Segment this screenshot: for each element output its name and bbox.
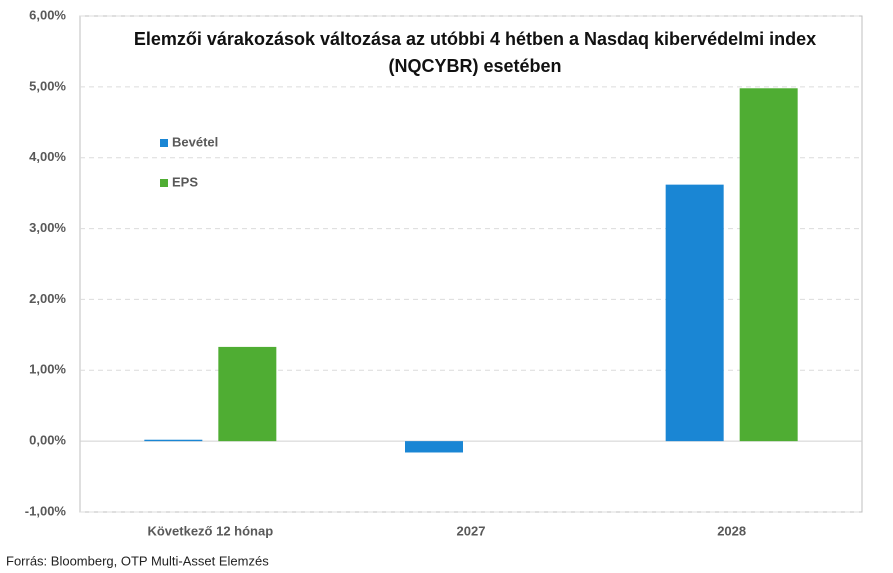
y-tick-label: 3,00% xyxy=(29,220,66,235)
chart-title: Elemzői várakozások változása az utóbbi … xyxy=(133,29,817,76)
y-tick-label: -1,00% xyxy=(25,503,67,518)
bar xyxy=(144,439,203,442)
x-tick-label: 2028 xyxy=(717,523,746,538)
legend-label: EPS xyxy=(172,174,198,189)
legend-swatch xyxy=(160,139,168,147)
y-tick-label: 6,00% xyxy=(29,7,66,22)
bar xyxy=(405,441,463,453)
legend-label: Bevétel xyxy=(172,134,218,149)
y-tick-label: 1,00% xyxy=(29,362,66,377)
source: Forrás: Bloomberg, OTP Multi-Asset Elemz… xyxy=(6,553,269,568)
y-tick-label: 5,00% xyxy=(29,78,66,93)
bar xyxy=(739,88,798,442)
x-tick-label: Következő 12 hónap xyxy=(147,523,273,538)
legend-swatch xyxy=(160,179,168,187)
y-tick-label: 2,00% xyxy=(29,291,66,306)
x-tick-label: 2027 xyxy=(457,523,486,538)
y-tick-label: 4,00% xyxy=(29,149,66,164)
bar xyxy=(218,346,277,442)
y-tick-label: 0,00% xyxy=(29,433,66,448)
bar xyxy=(665,184,724,442)
